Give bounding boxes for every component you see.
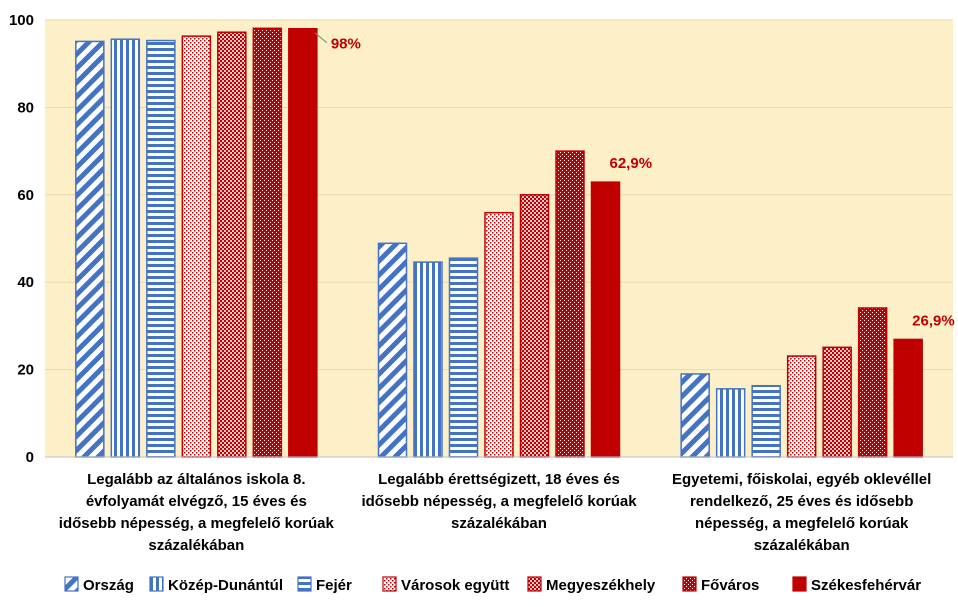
legend-label: Megyeszékhely <box>546 577 656 594</box>
bar-ország-2 <box>680 373 710 458</box>
bar-ország-0 <box>75 40 105 458</box>
data-labels: 98% 62,9% 26,9% <box>314 32 955 329</box>
y-tick-label: 40 <box>17 274 34 291</box>
legend-label: Főváros <box>701 577 759 594</box>
category-label: rendelkező, 25 éves és idősebb <box>690 493 913 510</box>
category-label: idősebb népesség, a megfelelő korúak <box>361 493 637 510</box>
y-tick-label: 100 <box>9 12 34 29</box>
legend-label: Fejér <box>316 577 352 594</box>
legend-swatch <box>382 576 397 592</box>
legend-label: Székesfehérvár <box>811 577 921 594</box>
bar-közép-dunántúl-2 <box>715 388 746 458</box>
category-labels: Legalább az általános iskola 8. évfolyamá… <box>59 471 932 554</box>
bar-megyeszékhely-0 <box>217 31 247 458</box>
bar-fejér-1 <box>448 257 479 458</box>
category-label: százalékában <box>451 515 547 532</box>
category-label: népesség, a megfelelő korúak <box>695 515 909 532</box>
legend-label: Ország <box>83 577 134 594</box>
bar-városok-együtt-1 <box>484 211 514 458</box>
legend-swatch <box>682 576 697 592</box>
bar-székesfehérvár-2 <box>893 338 923 458</box>
bar-főváros-0 <box>252 27 283 458</box>
category-label: idősebb népesség, a megfelelő korúak <box>59 515 335 532</box>
bar-közép-dunántúl-1 <box>413 261 443 458</box>
category-label: Legalább érettségizett, 18 éves és <box>378 471 620 488</box>
y-tick-label: 20 <box>17 362 34 379</box>
legend-swatch <box>297 576 312 592</box>
bar-főváros-1 <box>555 150 585 458</box>
bar-városok-együtt-0 <box>181 35 212 458</box>
bar-főváros-2 <box>857 307 888 458</box>
legend-label: Közép-Dunántúl <box>168 577 283 594</box>
y-tick-label: 60 <box>17 187 34 204</box>
legend-swatch <box>64 576 79 592</box>
category-label: százalékában <box>754 537 850 554</box>
legend-swatch <box>527 576 542 592</box>
bar-ország-1 <box>377 242 408 458</box>
bar-megyeszékhely-1 <box>519 194 550 458</box>
bar-fejér-2 <box>751 385 781 458</box>
category-label: Legalább az általános iskola 8. <box>87 471 305 488</box>
data-label: 98% <box>331 36 361 53</box>
category-label: százalékában <box>148 537 244 554</box>
bar-közép-dunántúl-0 <box>110 38 141 458</box>
legend-swatch <box>149 576 164 592</box>
bar-fejér-0 <box>146 39 176 458</box>
y-axis-ticks: 0 20 40 60 80 100 <box>9 12 34 466</box>
data-label: 26,9% <box>912 312 955 329</box>
bar-megyeszékhely-2 <box>822 346 852 458</box>
data-label-leader <box>314 32 328 44</box>
bar-székesfehérvár-1 <box>590 181 621 458</box>
category-label: évfolyamát elvégző, 15 éves és <box>86 493 307 510</box>
y-tick-label: 0 <box>26 449 34 466</box>
y-tick-label: 80 <box>17 99 34 116</box>
bar-székesfehérvár-0 <box>288 27 318 458</box>
bars <box>75 27 923 458</box>
bar-városok-együtt-2 <box>786 355 817 458</box>
legend-swatch <box>792 576 807 592</box>
legend-label: Városok együtt <box>401 577 509 594</box>
legend: Ország Közép-Dunántúl Fejér Városok együtt M… <box>64 576 921 594</box>
category-label: Egyetemi, főiskolai, egyéb oklevéllel <box>672 471 931 488</box>
data-label: 62,9% <box>610 155 653 172</box>
